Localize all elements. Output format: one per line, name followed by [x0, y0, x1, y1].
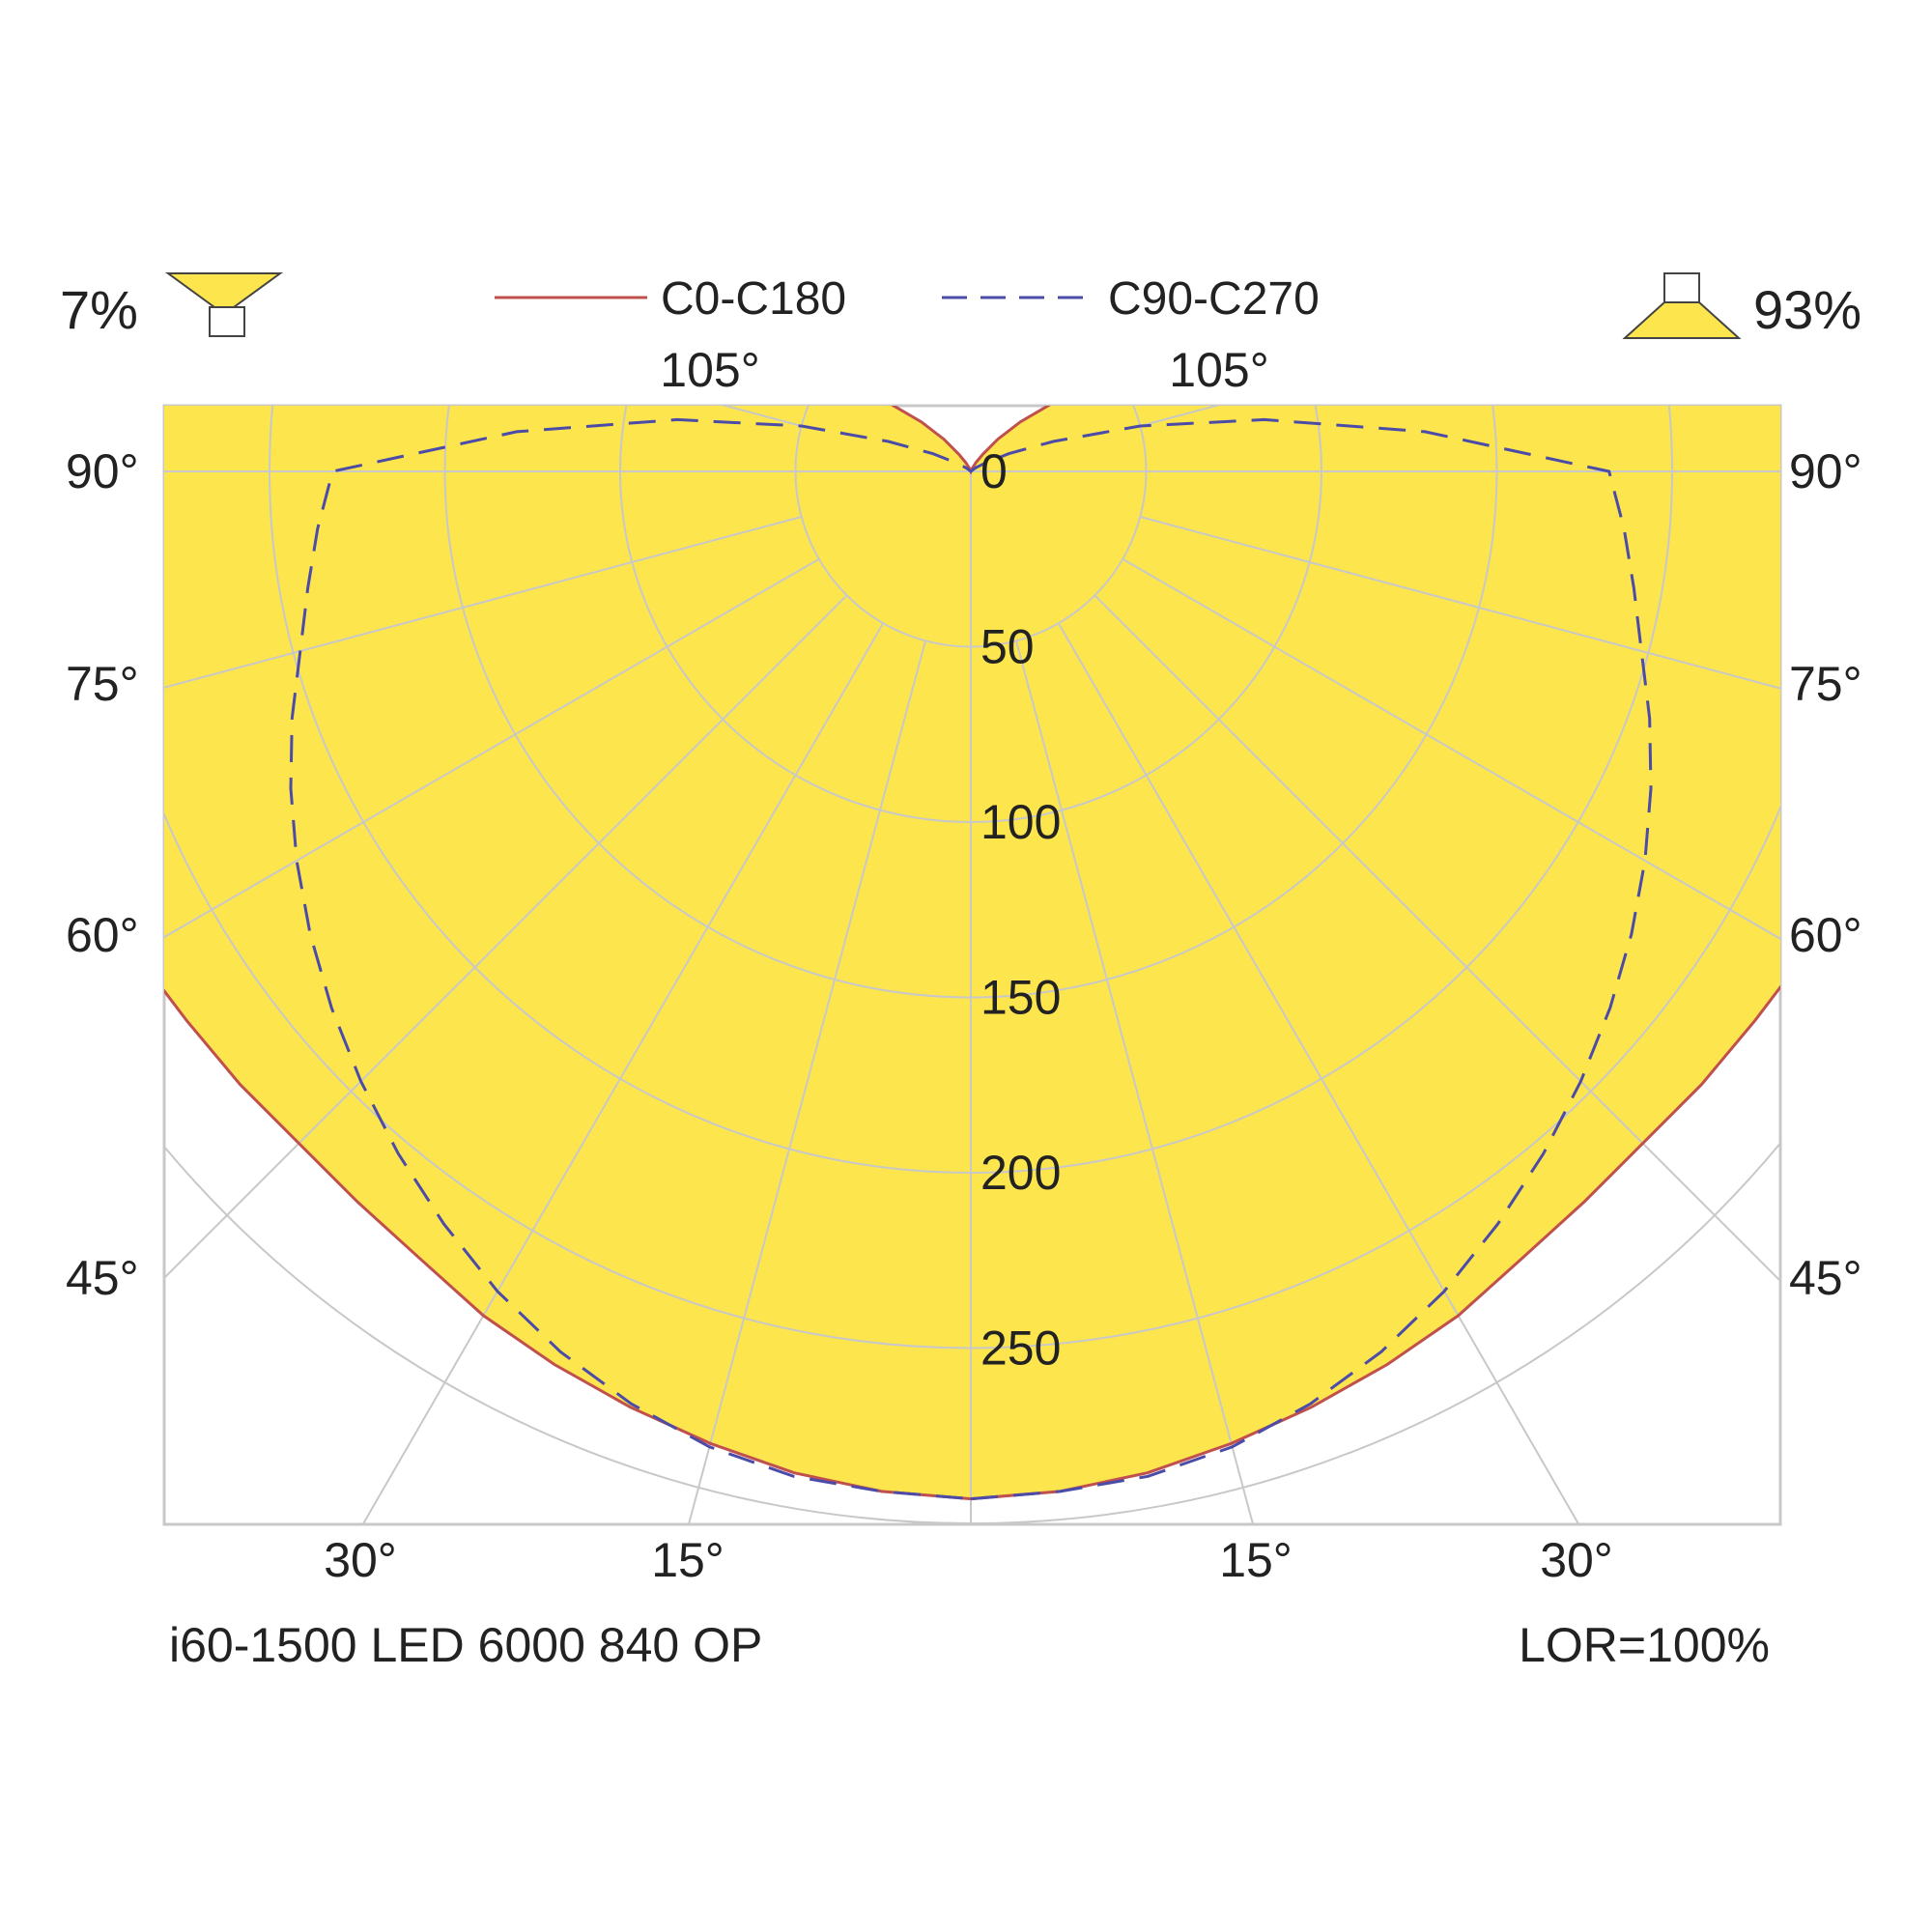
product-name: i60-1500 LED 6000 840 OP [169, 1618, 762, 1672]
grid-spoke-150-right [1059, 0, 1672, 320]
grid-spoke-75-right [1140, 516, 1780, 690]
grid-spoke-45-right [1094, 594, 1780, 1283]
intensity-fill-layer [164, 406, 1780, 1499]
angle-label-left-75: 75° [66, 657, 139, 711]
angle-label-bottom-3-30: 30° [1540, 1533, 1613, 1587]
angle-label-bottom-2-15: 15° [1219, 1533, 1293, 1587]
grid-spoke-30-right [1057, 622, 1580, 1524]
radial-tick-label-50: 50 [980, 620, 1035, 674]
series-line-c90-c270 [289, 417, 1653, 1501]
polar-grid [164, 0, 1780, 1524]
angle-label-bottom-0-30: 30° [324, 1533, 397, 1587]
grid-spoke-60-right [1122, 557, 1780, 940]
legend-c90-c270-label: C90-C270 [1108, 273, 1320, 325]
angle-label-left-60: 60° [66, 908, 139, 962]
angle-label-left-90: 90° [66, 444, 139, 498]
grid-spoke-150-left [270, 0, 883, 320]
grid-spoke-75-left [164, 516, 802, 689]
angle-label-right-45: 45° [1789, 1251, 1862, 1305]
legend-c0-c180: C0-C180 [495, 273, 846, 325]
grid-spoke-15-right [1015, 640, 1255, 1524]
grid-spoke-60-left [164, 557, 820, 939]
legend-c90-c270: C90-C270 [942, 273, 1320, 325]
angle-label-right-60: 60° [1789, 908, 1862, 962]
angle-label-bottom-1-15: 15° [651, 1533, 724, 1587]
intensity-curves [164, 406, 1780, 1501]
radial-tick-label-0: 0 [980, 444, 1008, 498]
uplight-luminaire-icon [164, 272, 284, 337]
grid-spoke-165-right [1016, 0, 1334, 302]
grid-spoke-30-left [361, 622, 885, 1524]
radial-tick-label-100: 100 [980, 795, 1061, 849]
radial-tick-label-250: 250 [980, 1321, 1061, 1376]
axis-labels: 0 50 100 150 200 250 90° 75° 60° 45° 90° 75° 60° 45° 1… [66, 343, 1862, 1587]
angle-label-right-75: 75° [1789, 657, 1862, 711]
radial-tick-label-200: 200 [980, 1146, 1061, 1200]
angle-label-right-90: 90° [1789, 444, 1862, 498]
angle-label-left-45: 45° [66, 1251, 139, 1305]
legend-c0-c180-label: C0-C180 [661, 273, 846, 325]
up-light-percent: 7% [60, 279, 138, 340]
series-fill-c0-c180 [164, 406, 1780, 1499]
grid-spoke-15-left [687, 640, 926, 1524]
angle-label-top-left-105: 105° [660, 343, 759, 397]
grid-spoke-45-left [164, 594, 848, 1280]
radial-tick-label-150: 150 [980, 971, 1061, 1025]
down-light-percent: 93% [1753, 279, 1861, 340]
grid-spoke-165-left [608, 0, 925, 302]
downlight-luminaire-icon [1622, 272, 1742, 339]
lor-value: LOR=100% [1519, 1618, 1770, 1672]
angle-label-top-right-105: 105° [1169, 343, 1268, 397]
